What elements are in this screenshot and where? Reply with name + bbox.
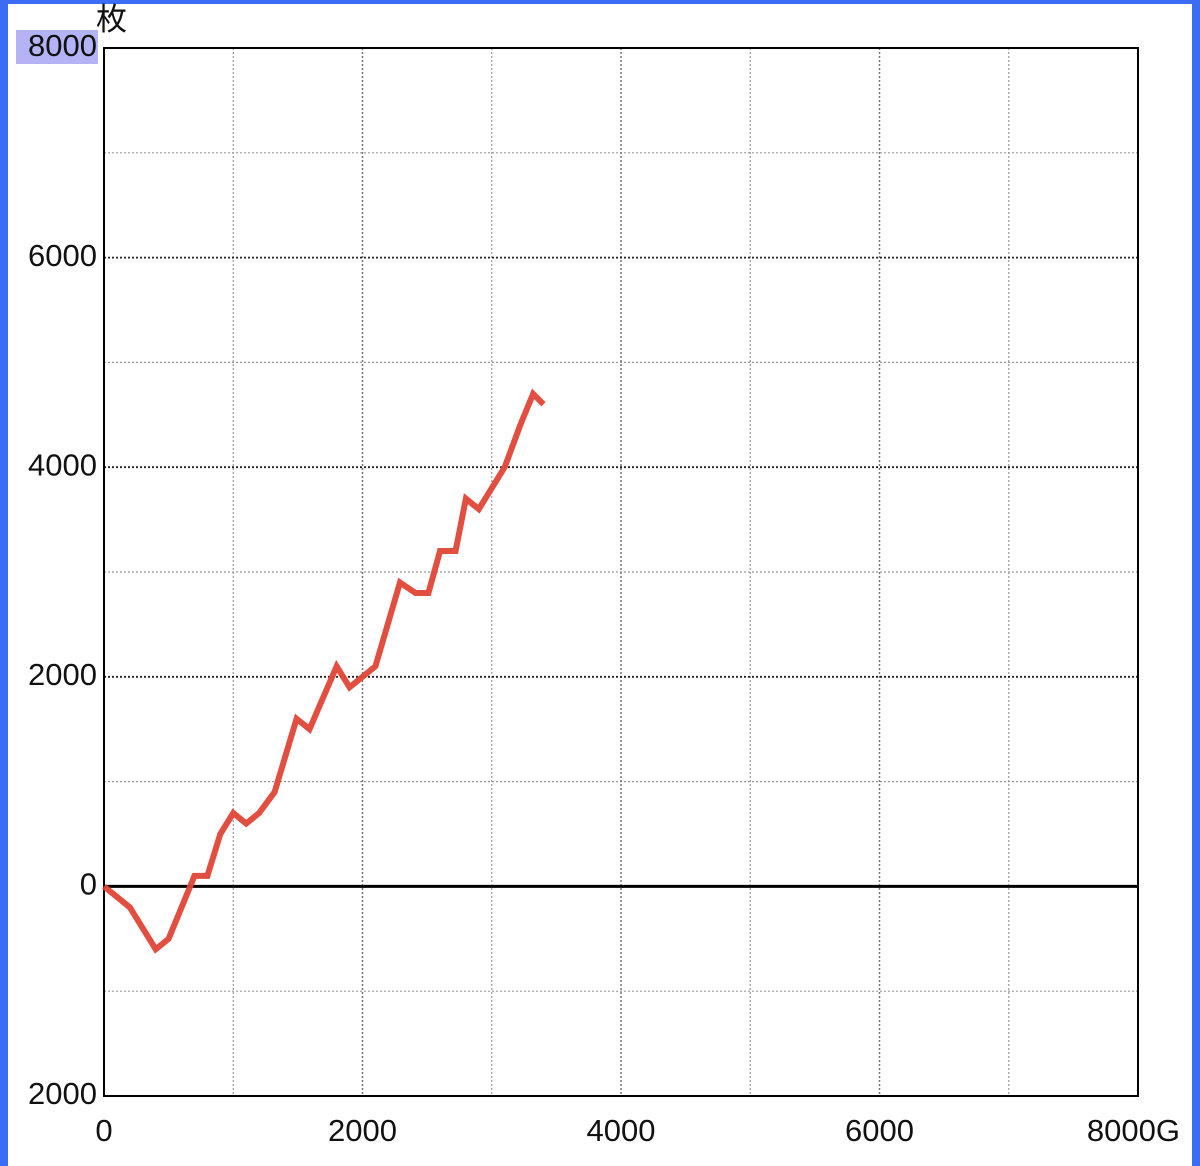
plot-frame	[103, 47, 1139, 1097]
y-tick-label: 2000	[28, 657, 97, 692]
x-tick-label: 6000	[845, 1113, 914, 1148]
y-tick-label: 2000	[28, 1076, 97, 1111]
x-tick-label: 2000	[328, 1113, 397, 1148]
x-tick-label: 0	[95, 1113, 112, 1148]
x-tick-label: 4000	[587, 1113, 656, 1148]
y-tick-label: 4000	[28, 447, 97, 482]
data-line	[102, 388, 546, 954]
x-tick-label: 8000G	[1087, 1113, 1180, 1148]
label-highlight	[16, 30, 98, 64]
y-tick-label: 6000	[28, 238, 97, 273]
y-axis-unit: 枚	[96, 2, 127, 37]
y-tick-label: 8000	[28, 28, 97, 63]
frame	[8, 4, 1192, 1166]
y-tick-label: 0	[80, 867, 97, 902]
